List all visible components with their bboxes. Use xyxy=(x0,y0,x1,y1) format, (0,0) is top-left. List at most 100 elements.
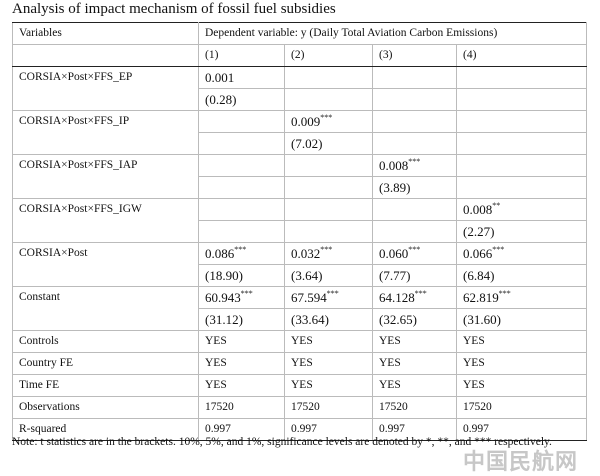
statistic-value: YES xyxy=(372,374,457,397)
t-statistic-row: (2.27) xyxy=(12,220,588,243)
statistics-row: Observations 17520 17520 17520 17520 xyxy=(12,396,588,419)
table-title: Analysis of impact mechanism of fossil f… xyxy=(12,1,336,17)
coefficient-cell: 0.008** xyxy=(455,198,588,221)
coefficient-cell: 64.128*** xyxy=(372,286,457,309)
regression-table: Variables Dependent variable: y (Daily T… xyxy=(12,22,588,441)
t-statistic-cell xyxy=(284,220,373,243)
coefficient-row: CORSIA×Post×FFS_EP 0.001 xyxy=(12,66,588,89)
statistic-value: YES xyxy=(455,352,588,375)
variable-label: CORSIA×Post xyxy=(12,242,199,265)
column-number: (3) xyxy=(372,44,457,67)
statistic-value: YES xyxy=(284,330,373,353)
column-number-row: (1) (2) (3) (4) xyxy=(12,44,588,67)
t-statistic-cell: (2.27) xyxy=(455,220,588,243)
statistic-value: YES xyxy=(372,352,457,375)
variable-label-blank xyxy=(12,88,199,111)
coefficient-value: 0.008 xyxy=(463,202,493,217)
column-number-blank xyxy=(12,44,199,67)
coefficient-cell xyxy=(198,198,285,221)
coefficient-value: 0.086 xyxy=(205,246,235,261)
coefficient-value: 0.060 xyxy=(379,246,409,261)
statistic-value: 0.997 xyxy=(455,418,588,441)
t-statistic-cell xyxy=(455,88,588,111)
t-statistic-cell xyxy=(198,220,285,243)
t-statistic-cell: (3.89) xyxy=(372,176,457,199)
coefficient-cell xyxy=(372,66,457,89)
coefficient-cell xyxy=(284,66,373,89)
significance-stars: *** xyxy=(498,288,511,298)
significance-stars: *** xyxy=(326,288,339,298)
variables-header: Variables xyxy=(12,22,199,45)
t-statistic-row: (18.90) (3.64) (7.77) (6.84) xyxy=(12,264,588,287)
coefficient-cell xyxy=(455,66,588,89)
t-statistic-cell: (0.28) xyxy=(198,88,285,111)
t-statistic-cell: (7.77) xyxy=(372,264,457,287)
coefficient-value: 0.001 xyxy=(205,70,235,85)
variable-label-blank xyxy=(12,220,199,243)
statistic-value: 17520 xyxy=(455,396,588,419)
coefficient-cell: 62.819*** xyxy=(455,286,588,309)
column-number: (1) xyxy=(198,44,285,67)
dependent-variable-header: Dependent variable: y (Daily Total Aviat… xyxy=(197,22,588,45)
t-statistic-row: (31.12) (33.64) (32.65) (31.60) xyxy=(12,308,588,331)
significance-stars: ** xyxy=(492,200,501,210)
t-statistic-cell: (33.64) xyxy=(284,308,373,331)
statistic-value: YES xyxy=(284,352,373,375)
coefficient-cell: 0.009*** xyxy=(284,110,373,133)
statistic-label: R-squared xyxy=(12,418,199,441)
statistic-value: YES xyxy=(455,374,588,397)
header-row: Variables Dependent variable: y (Daily T… xyxy=(12,22,588,45)
coefficient-cell xyxy=(455,154,588,177)
coefficient-value: 64.128 xyxy=(379,290,415,305)
statistics-row: R-squared 0.997 0.997 0.997 0.997 xyxy=(12,418,588,441)
coefficient-value: 67.594 xyxy=(291,290,327,305)
coefficient-cell: 67.594*** xyxy=(284,286,373,309)
coefficient-cell xyxy=(198,154,285,177)
significance-stars: *** xyxy=(492,244,505,254)
coefficient-row: Constant 60.943*** 67.594*** 64.128*** 62.81… xyxy=(12,286,588,309)
statistic-value: 0.997 xyxy=(284,418,373,441)
statistic-value: 0.997 xyxy=(372,418,457,441)
coefficient-cell xyxy=(372,110,457,133)
statistic-value: YES xyxy=(284,374,373,397)
coefficient-value: 0.008 xyxy=(379,158,409,173)
variable-label-blank xyxy=(12,176,199,199)
coefficient-cell: 0.060*** xyxy=(372,242,457,265)
site-watermark: 中国民航网 xyxy=(462,450,578,475)
statistic-value: 0.997 xyxy=(198,418,285,441)
significance-stars: *** xyxy=(408,156,421,166)
t-statistic-cell xyxy=(455,132,588,155)
t-statistic-cell: (31.12) xyxy=(198,308,285,331)
coefficient-row: CORSIA×Post 0.086*** 0.032*** 0.060*** 0.066… xyxy=(12,242,588,265)
statistic-label: Time FE xyxy=(12,374,199,397)
coefficient-value: 0.009 xyxy=(291,114,321,129)
coefficient-cell: 0.086*** xyxy=(198,242,285,265)
coefficient-cell: 0.001 xyxy=(198,66,285,89)
coefficient-cell xyxy=(284,198,373,221)
coefficient-value: 0.032 xyxy=(291,246,321,261)
coefficient-cell: 0.032*** xyxy=(284,242,373,265)
coefficient-cell: 60.943*** xyxy=(198,286,285,309)
coefficient-cell: 0.066*** xyxy=(455,242,588,265)
coefficient-cell: 0.008*** xyxy=(372,154,457,177)
table-note: Note: t statistics are in the brackets. … xyxy=(12,436,552,448)
t-statistic-cell: (31.60) xyxy=(455,308,588,331)
coefficient-cell xyxy=(455,110,588,133)
statistics-row: Country FE YES YES YES YES xyxy=(12,352,588,375)
coefficient-cell xyxy=(372,198,457,221)
t-statistic-cell xyxy=(198,132,285,155)
statistic-label: Controls xyxy=(12,330,199,353)
statistic-value: 17520 xyxy=(372,396,457,419)
variable-label: Constant xyxy=(12,286,199,309)
column-number: (2) xyxy=(284,44,373,67)
statistic-value: YES xyxy=(198,352,285,375)
t-statistic-cell: (18.90) xyxy=(198,264,285,287)
significance-stars: *** xyxy=(320,244,333,254)
coefficient-row: CORSIA×Post×FFS_IAP 0.008*** xyxy=(12,154,588,177)
statistic-label: Observations xyxy=(12,396,199,419)
variable-label: CORSIA×Post×FFS_EP xyxy=(12,66,199,89)
t-statistic-cell xyxy=(372,220,457,243)
statistics-row: Time FE YES YES YES YES xyxy=(12,374,588,397)
variable-label-blank xyxy=(12,132,199,155)
significance-stars: *** xyxy=(414,288,427,298)
